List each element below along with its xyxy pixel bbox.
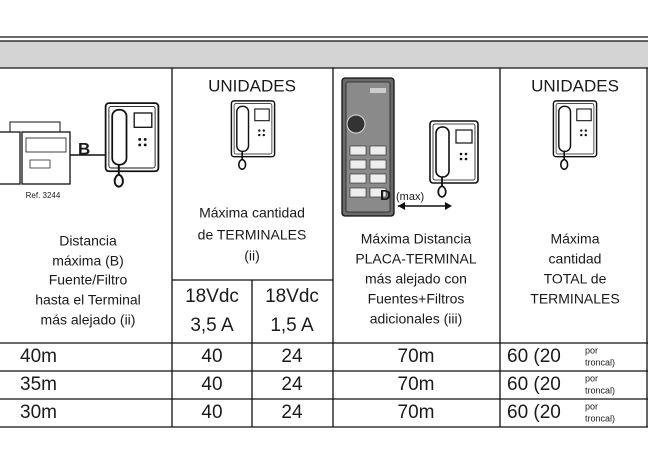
table-body: 40m 40 24 70m 60 (20 por troncal) 35m 40 24 70m 60 … — [20, 345, 615, 423]
header-title: UNIDADES — [208, 76, 296, 95]
cell: troncal) — [585, 357, 615, 367]
cell: 24 — [281, 402, 303, 423]
header-text: Fuente/Filtro — [49, 272, 128, 288]
sub-header: 3,5 A — [190, 315, 234, 336]
supply-diagram — [0, 102, 160, 188]
header-text: TOTAL de — [544, 271, 607, 287]
monitor-icon — [230, 100, 276, 171]
cell: 35m — [20, 374, 57, 395]
header-text: PLACA-TERMINAL — [355, 251, 477, 267]
header-text: más alejado (ii) — [41, 312, 136, 328]
cell: 24 — [281, 374, 303, 395]
cell: 40 — [201, 346, 222, 367]
header-text: TERMINALES — [530, 291, 619, 307]
header-text: Máxima Distancia — [361, 231, 472, 247]
cell: 70m — [398, 346, 435, 367]
cell: 24 — [281, 346, 303, 367]
header-text: Fuentes+Filtros — [368, 291, 465, 307]
sub-header: 1,5 A — [270, 315, 314, 336]
diagram-label: B — [78, 139, 90, 158]
header-text: cantidad — [549, 251, 602, 267]
header-text: hasta el Terminal — [35, 292, 141, 308]
cell: troncal) — [585, 385, 615, 395]
table-grid — [0, 68, 648, 428]
band — [0, 41, 648, 68]
header-text: máxima (B) — [52, 253, 124, 269]
header-text: (ii) — [244, 248, 260, 264]
sub-header: 18Vdc — [265, 286, 319, 307]
header-text: adicionales (iii) — [370, 311, 463, 327]
header-text: Distancia — [59, 233, 117, 249]
cell: 40 — [201, 374, 222, 395]
cell: troncal) — [585, 413, 615, 423]
diagram-label: D — [380, 187, 391, 204]
cell: 70m — [398, 402, 435, 423]
sub-header: 18Vdc — [185, 286, 239, 307]
cell: 60 (20 — [507, 346, 561, 367]
cell: por — [585, 373, 598, 383]
header-text: Máxima cantidad — [199, 205, 305, 221]
monitor-icon — [552, 100, 598, 171]
cell: por — [585, 401, 598, 411]
cell: por — [585, 345, 598, 355]
header-text: más alejado con — [365, 271, 467, 287]
diagram-label: Ref. 3244 — [26, 191, 61, 200]
header-text: de TERMINALES — [198, 227, 307, 243]
diagram-label: (max) — [396, 191, 424, 203]
cell: 40 — [201, 402, 222, 423]
cell: 40m — [20, 346, 57, 367]
header-text: Máxima — [550, 231, 599, 247]
panel-diagram — [341, 77, 479, 217]
cell: 60 (20 — [507, 402, 561, 423]
cell: 30m — [20, 402, 57, 423]
header-title: UNIDADES — [531, 76, 619, 95]
cell: 70m — [398, 374, 435, 395]
cell: 60 (20 — [507, 374, 561, 395]
